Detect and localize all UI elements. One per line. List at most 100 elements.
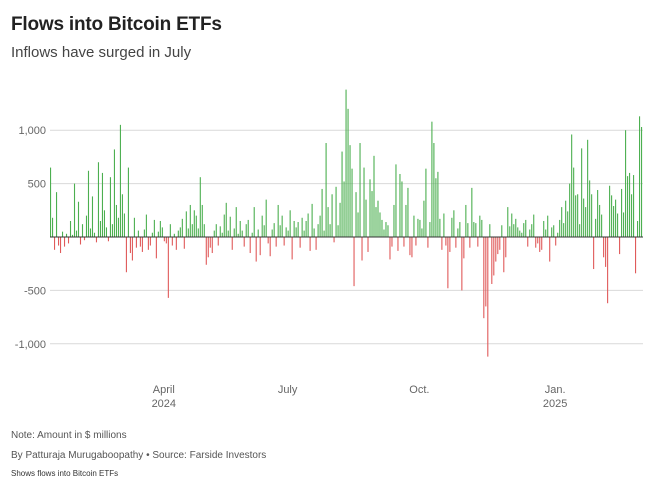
inflow-bar: [189, 204, 191, 237]
outflow-bar: [83, 237, 86, 241]
inflow-bar: [89, 228, 92, 237]
x-tick-year-label: 2025: [543, 398, 567, 410]
inflow-bar: [71, 234, 74, 237]
inflow-bar: [293, 220, 295, 237]
outflow-bar: [155, 237, 157, 259]
inflow-bar: [279, 225, 281, 237]
inflow-bar: [91, 196, 94, 237]
inflow-bar: [381, 219, 383, 237]
outflow-bar: [107, 237, 109, 242]
inflow-bar: [75, 230, 78, 237]
footnote: Note: Amount in $ millions: [11, 430, 127, 441]
inflow-bar: [579, 224, 581, 237]
inflow-bar: [215, 224, 217, 237]
inflow-bar: [515, 218, 517, 237]
inflow-bar: [399, 173, 401, 237]
inflow-bar: [533, 214, 535, 237]
inflow-bar: [345, 89, 347, 238]
y-tick-label: 1,000: [18, 125, 46, 137]
inflow-bar: [457, 228, 459, 237]
inflow-bar: [241, 230, 243, 237]
inflow-bar: [473, 222, 475, 237]
outflow-bar: [493, 237, 495, 276]
inflow-bar: [343, 181, 345, 237]
outflow-bar: [175, 237, 177, 250]
outflow-bar: [445, 237, 447, 246]
inflow-bar: [597, 190, 599, 237]
x-tick-label: Jan.: [545, 384, 566, 396]
inflow-bar: [355, 192, 357, 237]
inflow-bar: [453, 210, 455, 237]
inflow-bar: [563, 223, 565, 237]
inflow-bar: [611, 195, 613, 237]
inflow-bar: [311, 203, 313, 237]
outflow-bar: [441, 237, 443, 250]
inflow-bar: [443, 213, 445, 237]
inflow-bar: [341, 151, 343, 237]
inflow-bar: [413, 215, 415, 237]
x-tick-label: July: [278, 384, 298, 396]
inflow-bar: [625, 130, 627, 237]
outflow-bar: [53, 237, 56, 250]
inflow-bar: [69, 220, 72, 237]
inflow-bar: [225, 202, 227, 237]
inflow-bar: [431, 121, 433, 237]
outflow-bar: [79, 237, 82, 245]
inflow-bar: [81, 224, 84, 237]
inflow-bar: [127, 167, 129, 237]
inflow-bar: [157, 231, 159, 237]
inflow-bar: [73, 183, 76, 237]
outflow-bar: [605, 237, 607, 267]
inflow-bar: [285, 227, 287, 237]
inflow-bar: [181, 218, 183, 237]
inflow-bar: [589, 180, 591, 237]
outflow-bar: [95, 237, 98, 243]
inflow-bar: [437, 171, 439, 237]
inflow-bar: [559, 219, 561, 237]
inflow-bar: [479, 215, 481, 237]
inflow-bar: [379, 212, 381, 237]
inflow-bar: [321, 188, 323, 237]
y-tick-label: -1,000: [15, 339, 46, 351]
outflow-bar: [333, 237, 335, 243]
inflow-bar: [109, 177, 111, 237]
inflow-bar: [433, 143, 435, 237]
outflow-bar: [217, 237, 219, 246]
inflow-bar: [145, 214, 147, 237]
inflow-bar: [347, 108, 349, 237]
inflow-bar: [641, 127, 643, 237]
inflow-bar: [407, 187, 409, 237]
inflow-bar: [489, 224, 491, 237]
inflow-bar: [197, 228, 199, 237]
inflow-bar: [50, 167, 52, 237]
inflow-bar: [295, 227, 297, 237]
bar-chart: 1,000 500 -500 -1,000 April 2024 July Oct. Jan. 2…: [15, 89, 643, 410]
inflow-bar: [191, 224, 193, 237]
inflow-bar: [193, 210, 195, 237]
inflow-bar: [521, 232, 523, 237]
inflow-bar: [237, 233, 239, 237]
outflow-bar: [635, 237, 637, 274]
inflow-bar: [401, 181, 403, 237]
inflow-bar: [417, 218, 419, 237]
outflow-bar: [607, 237, 609, 304]
inflow-bar: [331, 194, 333, 237]
chart-title: Flows into Bitcoin ETFs: [11, 14, 222, 35]
inflow-bar: [519, 230, 521, 237]
outflow-bar: [211, 237, 213, 254]
inflow-bar: [465, 204, 467, 237]
outflow-bar: [469, 237, 471, 248]
outflow-bar: [415, 237, 417, 246]
outflow-bar: [485, 237, 487, 307]
inflow-bar: [233, 228, 235, 237]
inflow-bar: [257, 229, 259, 237]
outflow-bar: [171, 237, 173, 246]
outflow-bar: [541, 237, 543, 250]
inflow-bar: [103, 210, 106, 237]
inflow-bar: [273, 223, 275, 237]
inflow-bar: [151, 232, 153, 237]
outflow-bar: [477, 237, 479, 247]
inflow-bar: [227, 230, 229, 237]
outflow-bar: [209, 237, 211, 248]
inflow-bar: [115, 204, 117, 237]
